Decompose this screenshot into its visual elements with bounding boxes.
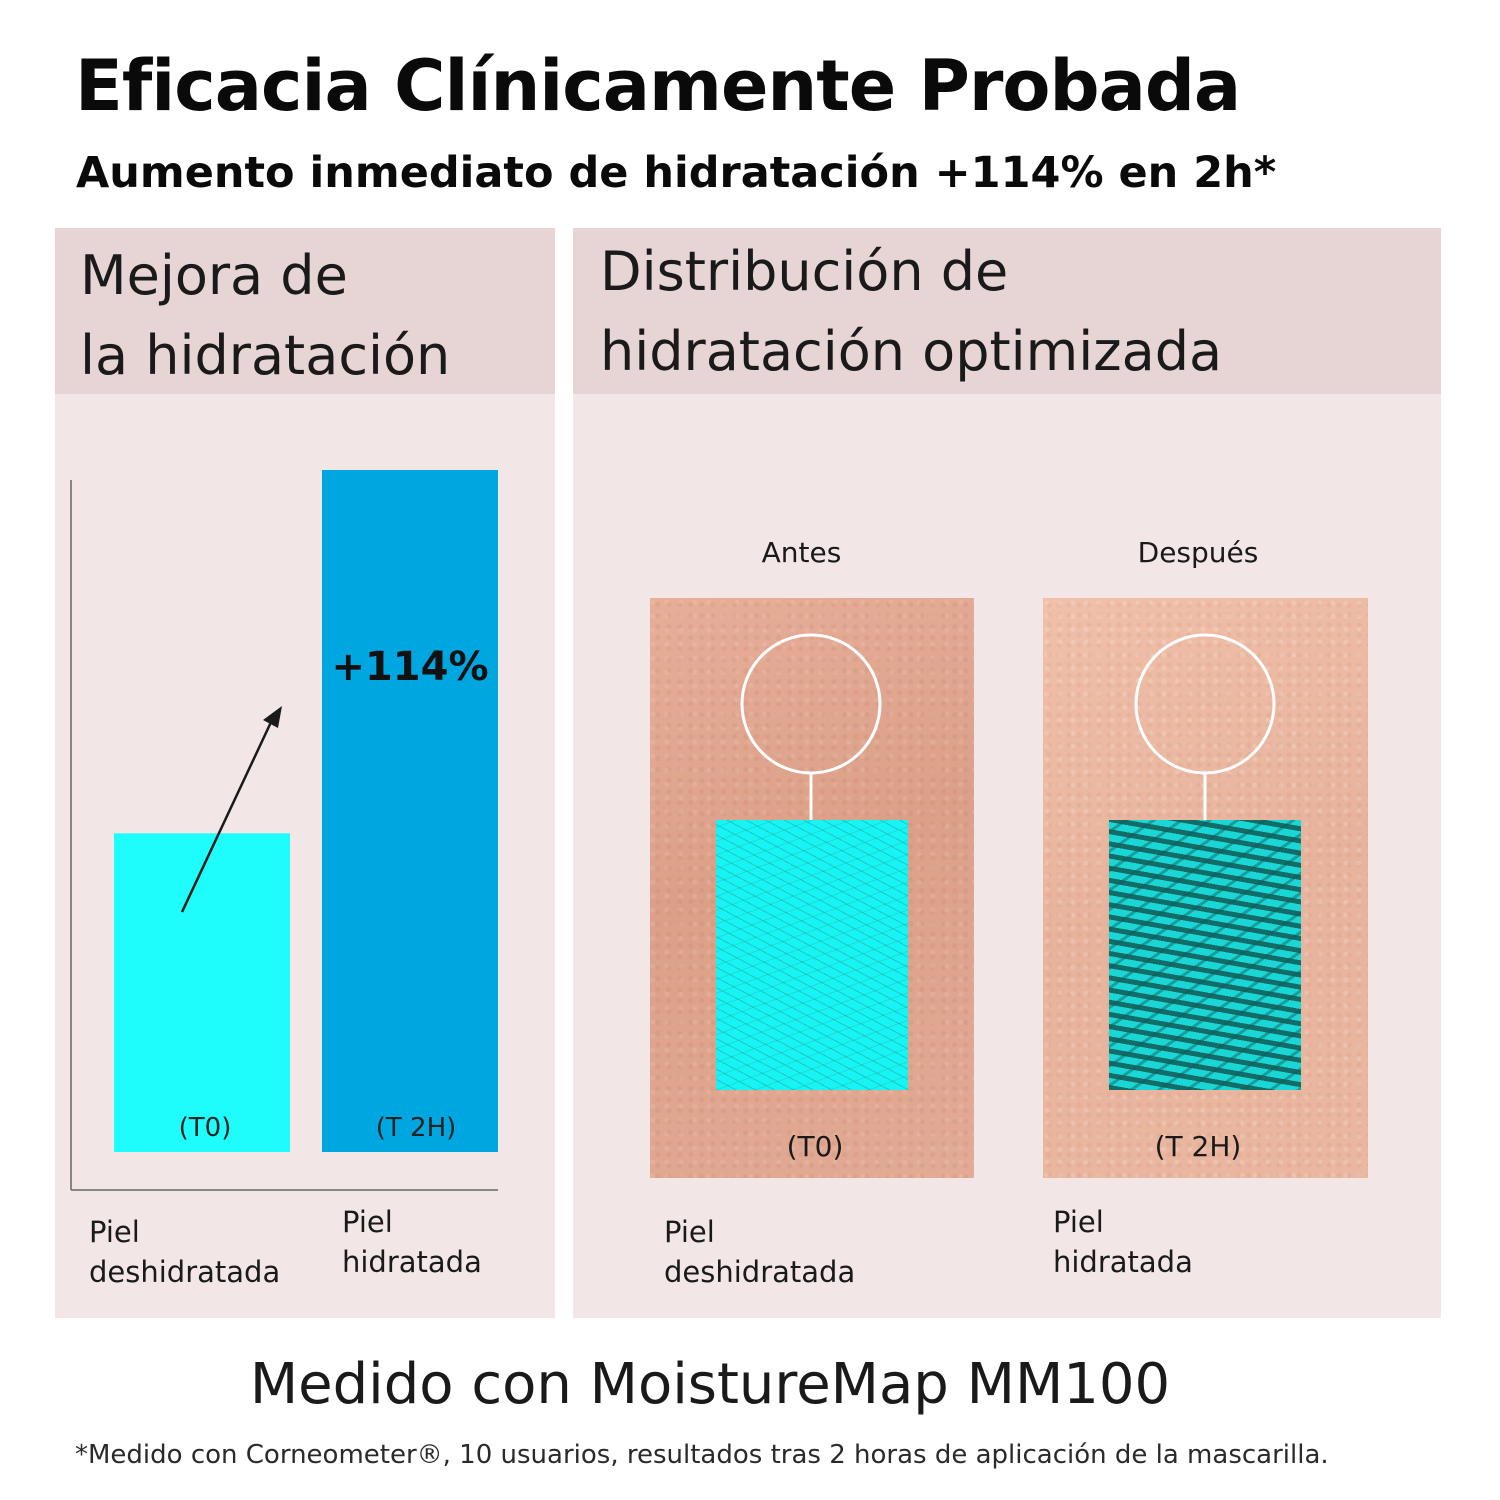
footnote: *Medido con Corneometer®, 10 usuarios, r… [75,1440,1329,1470]
page-title: Eficacia Clínicamente Probada [75,45,1241,127]
after-category-label: Piel hidratada [1053,1202,1193,1282]
before-zoom-circle [740,633,882,775]
bar-time-label: (T0) [179,1113,232,1143]
page-subtitle: Aumento inmediato de hidratación +114% e… [76,148,1277,198]
increase-arrow-head [263,706,282,728]
before-magnifier [740,633,882,820]
category-line: hidratada [1053,1245,1193,1279]
hydration-improvement-heading: Mejora de la hidratación [80,236,450,396]
category-label: Piel [342,1205,393,1239]
after-time-label: (T 2H) [1154,1130,1242,1163]
bar-1 [114,833,290,1152]
after-magnifier [1134,633,1276,820]
bar-time-label: (T 2H) [376,1113,457,1143]
hydration-bar-chart: (T0) Piel deshidratada (T 2H) Piel hidratada +… [70,470,498,1289]
heading-line-1: Distribución de [600,240,1009,303]
before-time-label: (T0) [786,1130,844,1163]
hydration-improvement-panel-header [55,228,555,394]
category-line: Piel [1053,1205,1104,1239]
before-label: Antes [761,536,842,569]
before-category-label: Piel deshidratada [664,1212,855,1292]
category-line: deshidratada [664,1255,856,1289]
increase-annotation: +114% [331,644,488,690]
heading-line-2: hidratación optimizada [600,320,1223,383]
after-moisture-map [1109,820,1301,1090]
after-zoom-circle [1134,633,1276,775]
increase-arrow [180,719,274,913]
before-moisture-map [716,820,908,1090]
heading-line-1: Mejora de [80,244,348,307]
bar-2 [322,470,498,1152]
hydration-distribution-heading: Distribución de hidratación optimizada [600,232,1222,392]
heading-line-2: la hidratación [80,324,451,387]
category-label: deshidratada [89,1255,280,1289]
category-label: hidratada [342,1245,482,1279]
measurement-device-note: Medido con MoistureMap MM100 [249,1352,1171,1417]
after-label: Después [1137,536,1259,569]
category-line: Piel [664,1215,715,1249]
category-label: Piel [89,1215,140,1249]
hydration-distribution-panel-header [573,228,1441,394]
